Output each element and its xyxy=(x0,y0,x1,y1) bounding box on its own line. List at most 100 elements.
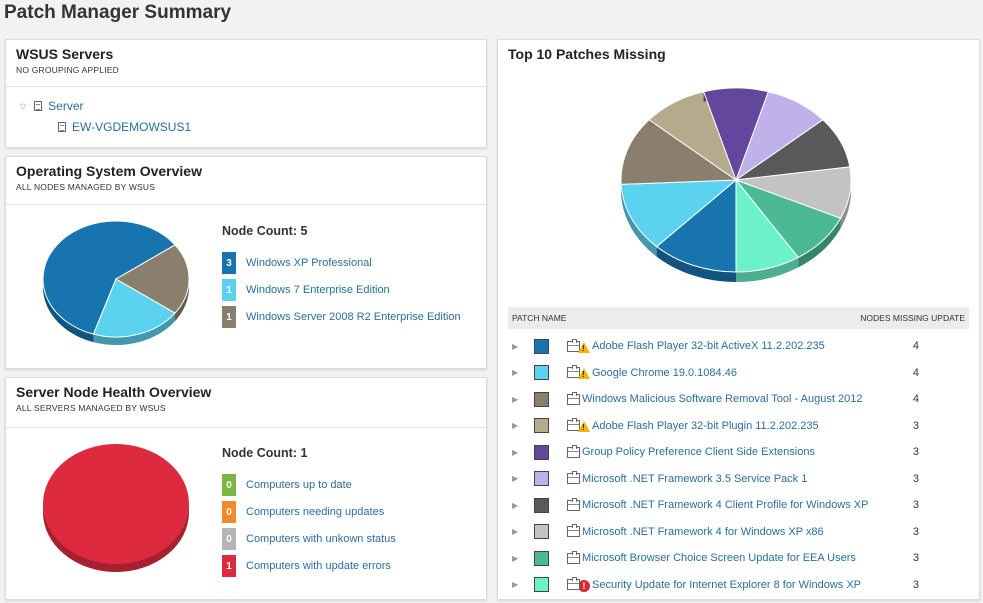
os-legend-item[interactable]: 1 Windows Server 2008 R2 Enterprise Editi… xyxy=(222,306,461,328)
panel-subtitle: NO GROUPING APPLIED xyxy=(16,65,119,75)
count-badge: 0 xyxy=(222,474,236,496)
table-row[interactable]: ▶ Microsoft Browser Choice Screen Update … xyxy=(508,545,969,571)
patch-name-link[interactable]: Google Chrome 19.0.1084.46 xyxy=(592,366,737,379)
panel-subtitle: ALL NODES MANAGED BY WSUS xyxy=(16,182,156,192)
os-legend-item[interactable]: 1 Windows 7 Enterprise Edition xyxy=(222,279,390,301)
expand-arrow-icon[interactable]: ▶ xyxy=(512,394,519,404)
expand-arrow-icon[interactable]: ▶ xyxy=(512,527,519,536)
panel-subtitle: ALL SERVERS MANAGED BY WSUS xyxy=(16,403,166,413)
table-row[interactable]: ▶! Security Update for Internet Explorer … xyxy=(508,572,969,598)
node-count: Node Count: 5 xyxy=(222,224,308,238)
package-icon xyxy=(567,524,580,537)
color-swatch xyxy=(534,550,549,566)
expand-arrow-icon[interactable]: ▶ xyxy=(512,500,519,510)
nodes-missing-count: 3 xyxy=(912,446,919,458)
color-swatch xyxy=(534,524,549,539)
table-row[interactable]: ▶ Microsoft .NET Framework 4 Client Profi… xyxy=(508,492,969,518)
patch-name-link[interactable]: Microsoft .NET Framework 3.5 Service Pac… xyxy=(582,472,808,485)
patch-name-link[interactable]: Microsoft .NET Framework 4 Client Profil… xyxy=(582,499,869,511)
table-header: PATCH NAME NODES MISSING UPDATE xyxy=(508,307,969,329)
health-legend-item[interactable]: 0 Computers up to date xyxy=(222,474,352,496)
table-row[interactable]: ▶ Microsoft .NET Framework 3.5 Service Pa… xyxy=(508,466,969,492)
nodes-missing-count: 4 xyxy=(912,366,919,379)
panel-title: Operating System Overview xyxy=(16,163,202,179)
expand-arrow-icon[interactable]: ▶ xyxy=(512,341,519,351)
warning-icon: ! xyxy=(578,368,590,379)
nodes-missing-count: 3 xyxy=(912,525,919,538)
color-swatch xyxy=(534,577,549,592)
table-row[interactable]: ▶ Windows Malicious Software Removal Tool… xyxy=(508,386,969,412)
error-icon: ! xyxy=(578,579,590,592)
patches-pie-chart xyxy=(620,87,852,282)
os-pie-chart xyxy=(42,220,190,345)
column-header-nodes-missing[interactable]: NODES MISSING UPDATE xyxy=(860,313,965,323)
nodes-missing-count: 3 xyxy=(912,552,919,564)
nodes-missing-count: 4 xyxy=(912,340,919,352)
legend-label[interactable]: Windows Server 2008 R2 Enterprise Editio… xyxy=(246,311,461,323)
patch-name-link[interactable]: Windows Malicious Software Removal Tool … xyxy=(582,393,863,405)
package-icon xyxy=(567,471,580,484)
legend-label[interactable]: Computers with update errors xyxy=(246,560,391,572)
table-row[interactable]: ▶! Google Chrome 19.0.1084.46 4 xyxy=(508,360,969,386)
os-legend-item[interactable]: 3 Windows XP Professional xyxy=(222,252,372,274)
node-count: Node Count: 1 xyxy=(222,446,308,460)
health-legend-item[interactable]: 1 Computers with update errors xyxy=(222,555,391,577)
legend-label[interactable]: Windows 7 Enterprise Edition xyxy=(246,284,390,296)
expand-arrow-icon[interactable]: ▶ xyxy=(512,368,519,377)
server-icon xyxy=(34,101,43,111)
os-pie-slice xyxy=(114,244,190,322)
count-badge: 1 xyxy=(222,555,236,577)
expand-arrow-icon[interactable]: ▽ xyxy=(20,101,27,111)
nodes-missing-count: 3 xyxy=(912,419,919,432)
legend-label[interactable]: Computers up to date xyxy=(246,479,352,491)
expand-arrow-icon[interactable]: ▶ xyxy=(512,553,519,563)
package-icon xyxy=(567,577,580,590)
os-pie-slice xyxy=(92,278,176,345)
patch-name-link[interactable]: Security Update for Internet Explorer 8 … xyxy=(592,578,862,591)
divider xyxy=(6,427,486,428)
patch-name-link[interactable]: Group Policy Preference Client Side Exte… xyxy=(582,446,815,458)
package-icon xyxy=(567,497,580,511)
expand-arrow-icon[interactable]: ▶ xyxy=(512,447,519,457)
patch-name-link[interactable]: Adobe Flash Player 32-bit Plugin 11.2.20… xyxy=(592,419,819,432)
health-legend-item[interactable]: 0 Computers with unkown status xyxy=(222,528,396,550)
nodes-missing-count: 3 xyxy=(912,578,919,591)
patch-name-link[interactable]: Microsoft .NET Framework 4 for Windows X… xyxy=(582,525,824,538)
table-row[interactable]: ▶! Adobe Flash Player 32-bit Plugin 11.2.… xyxy=(508,413,969,439)
tree-node-server[interactable]: ▽ Server xyxy=(20,99,84,113)
count-badge: 1 xyxy=(222,279,236,301)
package-icon xyxy=(567,550,580,564)
count-badge: 3 xyxy=(222,252,236,274)
color-swatch xyxy=(534,418,549,433)
patch-name-link[interactable]: Microsoft Browser Choice Screen Update f… xyxy=(582,552,856,564)
patch-name-link[interactable]: Adobe Flash Player 32-bit ActiveX 11.2.2… xyxy=(592,340,825,352)
table-row[interactable]: ▶ Microsoft .NET Framework 4 for Windows … xyxy=(508,519,969,545)
tree-node-label[interactable]: EW-VGDEMOWSUS1 xyxy=(72,120,192,134)
legend-label[interactable]: Computers with unkown status xyxy=(246,533,396,545)
table-row[interactable]: ▶! Adobe Flash Player 32-bit ActiveX 11.2… xyxy=(508,333,969,359)
legend-label[interactable]: Computers needing updates xyxy=(246,506,385,518)
panel-title: Top 10 Patches Missing xyxy=(508,46,666,62)
panel-title: Server Node Health Overview xyxy=(16,384,212,400)
package-icon xyxy=(567,391,580,405)
server-icon xyxy=(58,122,66,132)
expand-arrow-icon[interactable]: ▶ xyxy=(512,474,519,483)
divider xyxy=(6,204,486,205)
warning-icon: ! xyxy=(578,421,590,432)
divider xyxy=(6,86,486,87)
patch-pie-slice xyxy=(702,87,770,182)
nodes-missing-count: 3 xyxy=(912,472,919,485)
expand-arrow-icon[interactable]: ▶ xyxy=(512,421,519,430)
table-row[interactable]: ▶ Group Policy Preference Client Side Ext… xyxy=(508,439,969,465)
health-pie-slice xyxy=(43,444,189,572)
patch-pie-slice xyxy=(620,119,738,195)
legend-label[interactable]: Windows XP Professional xyxy=(246,257,372,269)
tree-node-label[interactable]: Server xyxy=(48,99,84,113)
color-swatch xyxy=(534,444,549,460)
health-legend-item[interactable]: 0 Computers needing updates xyxy=(222,501,384,523)
page-title: Patch Manager Summary xyxy=(4,2,232,23)
column-header-patch-name[interactable]: PATCH NAME xyxy=(512,313,567,323)
expand-arrow-icon[interactable]: ▶ xyxy=(512,580,519,589)
tree-node-wsus-server[interactable]: EW-VGDEMOWSUS1 xyxy=(58,120,191,134)
panel-title: WSUS Servers xyxy=(16,46,114,62)
